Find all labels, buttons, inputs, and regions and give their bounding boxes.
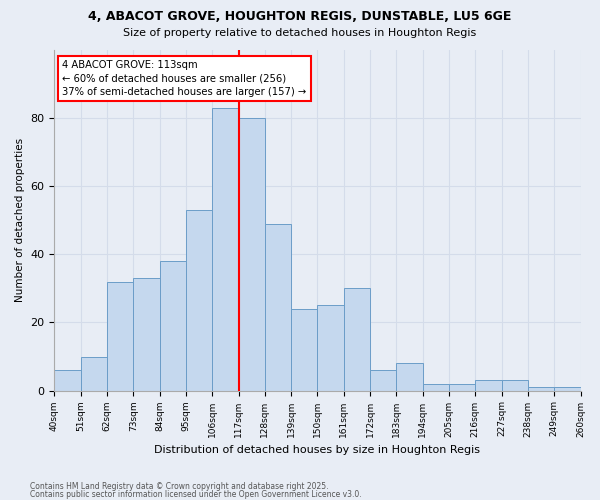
Bar <box>344 288 370 390</box>
Text: 4, ABACOT GROVE, HOUGHTON REGIS, DUNSTABLE, LU5 6GE: 4, ABACOT GROVE, HOUGHTON REGIS, DUNSTAB… <box>88 10 512 23</box>
Bar <box>422 384 449 390</box>
Bar <box>107 282 133 391</box>
Bar <box>212 108 239 391</box>
Bar <box>370 370 397 390</box>
Bar <box>554 387 581 390</box>
Bar <box>133 278 160 390</box>
Bar <box>397 364 422 390</box>
Bar <box>528 387 554 390</box>
Bar <box>475 380 502 390</box>
Bar <box>291 309 317 390</box>
Bar <box>317 306 344 390</box>
Bar <box>160 261 186 390</box>
Bar <box>239 118 265 390</box>
Bar <box>502 380 528 390</box>
Y-axis label: Number of detached properties: Number of detached properties <box>15 138 25 302</box>
Bar <box>186 210 212 390</box>
Text: Contains HM Land Registry data © Crown copyright and database right 2025.: Contains HM Land Registry data © Crown c… <box>30 482 329 491</box>
Bar <box>265 224 291 390</box>
Bar <box>81 356 107 390</box>
Bar <box>449 384 475 390</box>
Text: Size of property relative to detached houses in Houghton Regis: Size of property relative to detached ho… <box>124 28 476 38</box>
Text: 4 ABACOT GROVE: 113sqm
← 60% of detached houses are smaller (256)
37% of semi-de: 4 ABACOT GROVE: 113sqm ← 60% of detached… <box>62 60 307 96</box>
Bar <box>55 370 81 390</box>
Text: Contains public sector information licensed under the Open Government Licence v3: Contains public sector information licen… <box>30 490 362 499</box>
X-axis label: Distribution of detached houses by size in Houghton Regis: Distribution of detached houses by size … <box>154 445 481 455</box>
